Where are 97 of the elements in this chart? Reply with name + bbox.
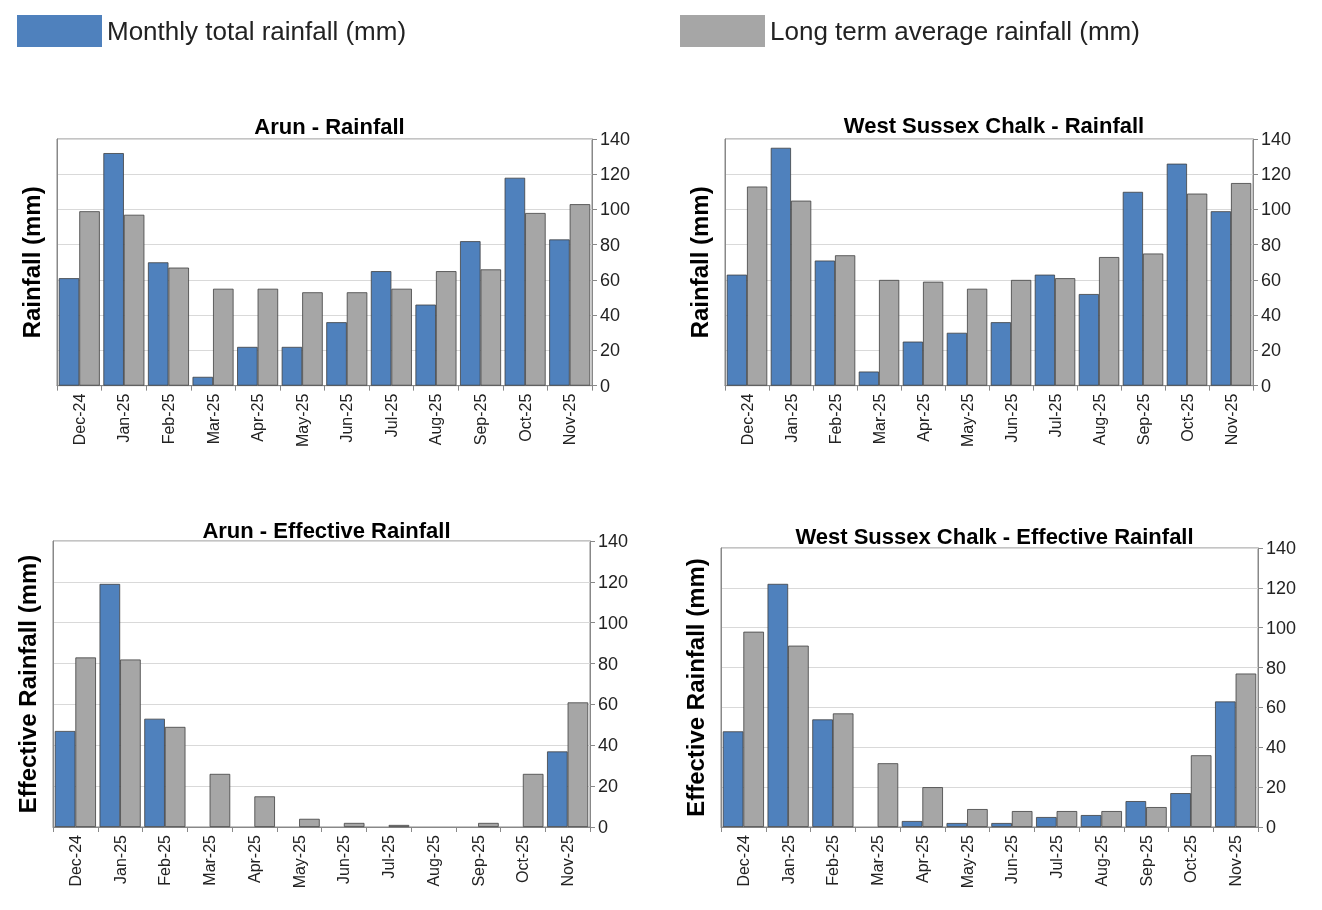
x-tick-label: Dec-24	[70, 393, 88, 446]
y-tick-label: 80	[1261, 234, 1282, 255]
x-tick-label: Feb-25	[826, 393, 844, 445]
x-tick-label: May-25	[290, 834, 308, 889]
x-tick-label: Aug-25	[424, 834, 442, 887]
legend-label: Long term average rainfall (mm)	[770, 16, 1140, 46]
y-axis-title: Effective Rainfall (mm)	[13, 554, 41, 814]
bar	[254, 796, 275, 827]
x-tick-label: Jan-25	[779, 834, 797, 884]
x-tick-label: Jan-25	[111, 834, 129, 884]
y-tick-label: 0	[600, 375, 611, 396]
x-tick-label: Feb-25	[824, 834, 842, 886]
x-tick-label: Oct-25	[1182, 834, 1200, 884]
x-tick-label: Oct-25	[516, 393, 534, 442]
y-tick-label: 120	[598, 571, 629, 592]
y-tick-label: 60	[600, 269, 621, 290]
y-tick-label: 120	[1266, 577, 1297, 598]
x-tick-label: Mar-25	[204, 393, 222, 445]
x-tick-label: Aug-25	[427, 393, 445, 446]
x-tick-label: Jul-25	[1048, 834, 1066, 879]
y-tick-label: 140	[598, 531, 629, 551]
chart-title: Arun - Rainfall	[254, 113, 405, 139]
bar	[877, 763, 899, 827]
x-tick-label: Dec-24	[738, 393, 756, 446]
chart-title: West Sussex Chalk - Rainfall	[843, 112, 1145, 138]
y-tick-label: 40	[1261, 305, 1282, 326]
x-tick-label: Oct-25	[1178, 393, 1196, 442]
y-tick-label: 120	[1261, 164, 1292, 185]
x-tick-label: May-25	[958, 834, 976, 889]
chart-title: Arun - Effective Rainfall	[202, 517, 451, 543]
x-tick-label: Apr-25	[914, 393, 932, 442]
x-tick-label: Sep-25	[1137, 834, 1155, 887]
x-tick-label: Mar-25	[870, 393, 888, 445]
y-axis-title: Rainfall (mm)	[685, 186, 713, 339]
x-tick-label: Nov-25	[1227, 834, 1245, 887]
y-tick-label: 60	[1266, 697, 1287, 718]
x-tick-label: Jun-25	[1003, 834, 1021, 884]
x-tick-label: Apr-25	[913, 834, 931, 884]
x-tick-label: Jul-25	[1046, 393, 1064, 438]
y-tick-label: 0	[598, 817, 609, 837]
y-tick-label: 100	[600, 199, 631, 220]
x-tick-label: Mar-25	[201, 834, 219, 886]
bar	[522, 773, 544, 827]
y-tick-label: 80	[598, 653, 619, 674]
x-tick-label: Jul-25	[382, 393, 400, 438]
y-tick-label: 20	[598, 776, 619, 797]
x-tick-label: Nov-25	[1222, 393, 1240, 446]
y-tick-label: 80	[1266, 657, 1287, 678]
x-tick-label: Dec-24	[66, 834, 84, 887]
y-tick-label: 60	[598, 694, 619, 715]
y-tick-label: 120	[600, 164, 631, 185]
y-axis-title: Rainfall (mm)	[17, 186, 45, 339]
x-tick-label: Apr-25	[245, 834, 263, 884]
x-tick-label: Jan-25	[782, 393, 800, 443]
x-tick-label: May-25	[293, 393, 311, 448]
y-tick-label: 40	[598, 735, 619, 756]
y-tick-label: 40	[1266, 737, 1287, 758]
y-tick-label: 140	[600, 129, 631, 149]
x-tick-label: Jun-25	[1002, 393, 1020, 443]
x-tick-label: Mar-25	[869, 834, 887, 886]
x-tick-label: Apr-25	[249, 393, 267, 442]
x-tick-label: Sep-25	[469, 834, 487, 887]
x-tick-label: Jul-25	[380, 834, 398, 879]
bar	[343, 822, 365, 827]
y-tick-label: 20	[600, 340, 621, 361]
x-tick-label: Dec-24	[734, 834, 752, 887]
y-tick-label: 140	[1266, 538, 1297, 558]
x-tick-label: Sep-25	[472, 393, 490, 446]
legend-label: Monthly total rainfall (mm)	[107, 16, 407, 46]
x-tick-label: Jun-25	[335, 834, 353, 884]
x-tick-label: Oct-25	[514, 834, 532, 884]
y-tick-label: 40	[600, 305, 621, 326]
x-tick-label: Sep-25	[1134, 393, 1152, 446]
chart-title: West Sussex Chalk - Effective Rainfall	[795, 523, 1194, 549]
y-tick-label: 100	[1266, 617, 1297, 638]
y-tick-label: 100	[598, 612, 629, 633]
y-axis-title: Effective Rainfall (mm)	[681, 558, 709, 817]
y-tick-label: 20	[1266, 777, 1287, 798]
y-tick-label: 0	[1266, 817, 1277, 837]
x-tick-label: May-25	[958, 393, 976, 448]
x-tick-label: Aug-25	[1090, 393, 1108, 446]
bar	[299, 818, 320, 827]
x-tick-label: Nov-25	[559, 834, 577, 887]
y-tick-label: 100	[1261, 199, 1292, 220]
x-tick-label: Aug-25	[1092, 834, 1110, 887]
x-tick-label: Jun-25	[338, 393, 356, 443]
y-tick-label: 140	[1261, 129, 1292, 149]
x-tick-label: Nov-25	[561, 393, 579, 446]
y-tick-label: 20	[1261, 340, 1282, 361]
bar	[209, 773, 231, 827]
y-tick-label: 60	[1261, 269, 1282, 290]
y-tick-label: 0	[1261, 375, 1272, 396]
x-tick-label: Jan-25	[115, 393, 133, 443]
x-tick-label: Feb-25	[159, 393, 177, 445]
bar	[478, 822, 499, 827]
y-tick-label: 80	[600, 234, 621, 255]
x-tick-label: Feb-25	[156, 834, 174, 886]
